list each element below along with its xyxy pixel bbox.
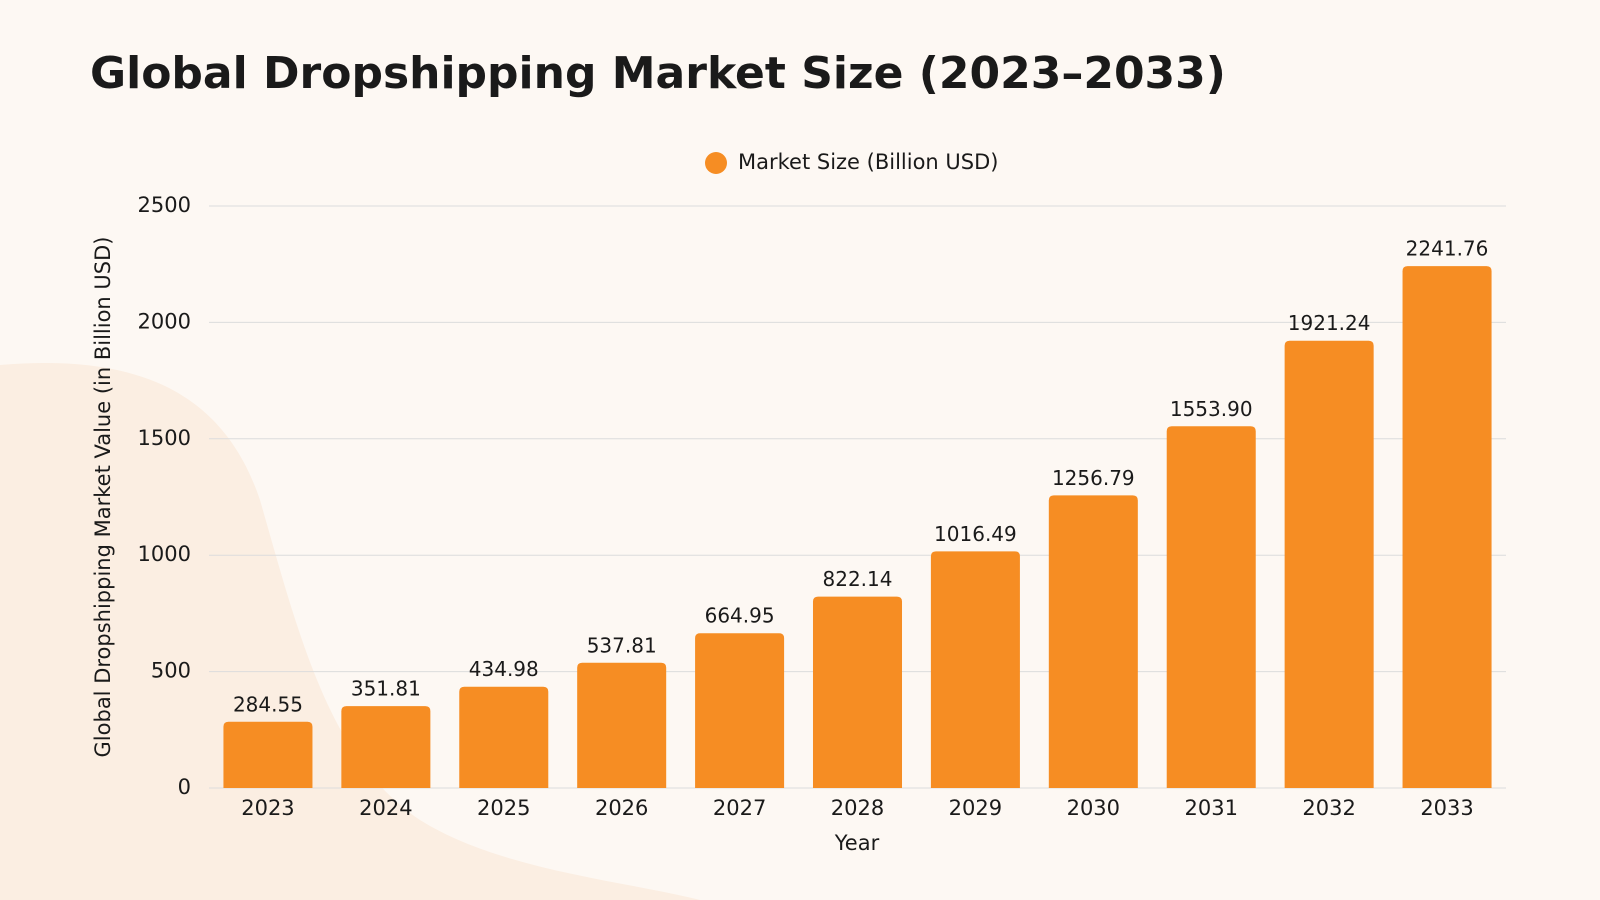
bar — [577, 662, 667, 788]
x-tick-label: 2027 — [713, 796, 766, 820]
value-label: 434.98 — [469, 657, 539, 681]
legend-label: Market Size (Billion USD) — [738, 150, 998, 174]
value-label: 351.81 — [351, 677, 421, 701]
value-label: 284.55 — [233, 692, 303, 716]
x-tick-label: 2033 — [1420, 796, 1473, 820]
y-tick-label: 1000 — [138, 542, 191, 566]
value-label: 1256.79 — [1052, 466, 1135, 490]
x-tick-label: 2031 — [1185, 796, 1238, 820]
value-label: 664.95 — [705, 604, 775, 628]
value-label: 1921.24 — [1288, 311, 1371, 335]
x-tick-label: 2030 — [1067, 796, 1120, 820]
x-axis-label: Year — [834, 831, 880, 855]
bar — [1048, 495, 1138, 788]
bar — [930, 551, 1020, 788]
bar — [223, 721, 313, 788]
value-label: 2241.76 — [1406, 237, 1489, 261]
y-axis-label: Global Dropshipping Market Value (in Bil… — [91, 237, 115, 758]
y-tick-label: 2500 — [138, 193, 191, 217]
x-tick-label: 2026 — [595, 796, 648, 820]
y-tick-label: 1500 — [138, 426, 191, 450]
value-label: 537.81 — [587, 633, 657, 657]
bar — [341, 706, 431, 788]
value-label: 822.14 — [823, 567, 893, 591]
bar — [1402, 266, 1492, 788]
value-label: 1553.90 — [1170, 397, 1253, 421]
x-tick-label: 2028 — [831, 796, 884, 820]
bar — [812, 596, 903, 788]
legend-marker — [705, 152, 727, 174]
bar — [1166, 426, 1256, 788]
x-tick-label: 2032 — [1302, 796, 1355, 820]
chart-title: Global Dropshipping Market Size (2023–20… — [90, 48, 1226, 99]
y-tick-label: 2000 — [138, 309, 191, 333]
bar — [1284, 340, 1374, 788]
legend: Market Size (Billion USD) — [705, 150, 998, 174]
x-tick-label: 2023 — [241, 796, 294, 820]
bar — [459, 686, 549, 788]
background-shape — [0, 363, 700, 900]
value-label: 1016.49 — [934, 522, 1017, 546]
y-tick-label: 0 — [178, 775, 191, 799]
x-tick-label: 2025 — [477, 796, 530, 820]
y-tick-label: 500 — [151, 659, 191, 683]
bar — [695, 633, 785, 788]
x-tick-label: 2024 — [359, 796, 412, 820]
x-tick-label: 2029 — [949, 796, 1002, 820]
